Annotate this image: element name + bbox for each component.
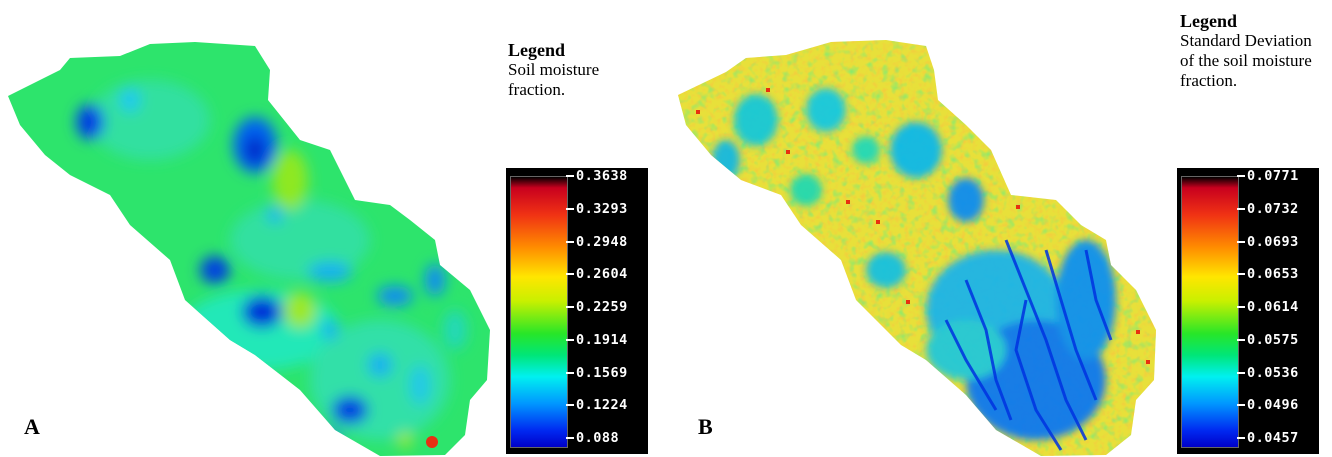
panel-a-soil-moisture-map: A Legend Soil moisture fraction. 0.3638 0… [8,40,648,456]
soil-moisture-map [8,42,490,456]
colorbar-tick-label: 0.0693 [1247,233,1299,250]
colorbar-tick [566,240,574,243]
colorbar-tick [566,273,574,276]
map-b-surface [678,40,1156,456]
map-a-surface [8,42,490,456]
legend-description: Soil moisture fraction. [508,60,600,99]
colorbar-tick-label: 0.3293 [576,200,628,217]
colorbar-tick-label: 0.0614 [1247,299,1299,315]
colorbar-tick [566,371,574,374]
colorbar-tick-label: 0.1569 [576,364,628,381]
colorbar-gradient [1181,176,1239,448]
colorbar-tick-label: 0.2948 [576,233,628,250]
colorbar-tick [1237,273,1245,276]
colorbar-tick [566,306,574,308]
legend-description: Standard Deviation of the soil moisture … [1180,31,1312,90]
colorbar-tick [566,207,574,210]
colorbar-tick [1237,240,1245,243]
colorbar-tick [566,175,574,177]
colorbar-tick-label: 0.0771 [1247,168,1299,184]
colorbar-tick [1237,338,1245,341]
colorbar-tick-label: 0.2604 [576,266,628,283]
colorbar-tick-label: 0.0653 [1247,266,1299,283]
panel-label: B [698,414,713,439]
colorbar-tick [1237,371,1245,374]
colorbar: 0.3638 0.3293 0.2948 0.2604 0.2259 0.1914 0.15… [506,168,648,454]
colorbar-tick [566,338,574,341]
legend-text: Legend Standard Deviation of the soil mo… [1180,11,1320,91]
colorbar-tick [1237,404,1245,407]
colorbar: 0.0771 0.0732 0.0693 0.0653 0.0614 0.0575 0.05… [1177,168,1319,454]
colorbar-tick-label: 0.0575 [1247,331,1299,348]
legend-title: Legend [508,40,566,60]
colorbar-tick-label: 0.0536 [1247,364,1299,381]
colorbar-tick-label: 0.0732 [1247,200,1299,217]
colorbar-tick-label: 0.0496 [1247,397,1299,414]
panel-b-std-dev-map: B Legend Standard Deviation of the soil … [666,0,1332,457]
colorbar-tick-label: 0.1914 [576,331,628,348]
colorbar-tick [566,437,574,439]
colorbar-tick-label: 0.2259 [576,299,628,315]
colorbar-tick [566,404,574,407]
colorbar-tick-label: 0.3638 [576,168,628,184]
legend-title: Legend [1180,11,1238,31]
legend-text: Legend Soil moisture fraction. [508,40,638,100]
colorbar-tick-label: 0.0457 [1247,430,1299,446]
colorbar-tick-label: 0.1224 [576,397,628,414]
std-dev-map [678,40,1156,456]
colorbar-tick [1237,207,1245,210]
panel-label: A [24,414,40,439]
colorbar-tick [1237,306,1245,308]
colorbar-tick-label: 0.088 [576,430,620,446]
colorbar-tick [1237,437,1245,439]
colorbar-tick [1237,175,1245,177]
colorbar-gradient [510,176,568,448]
